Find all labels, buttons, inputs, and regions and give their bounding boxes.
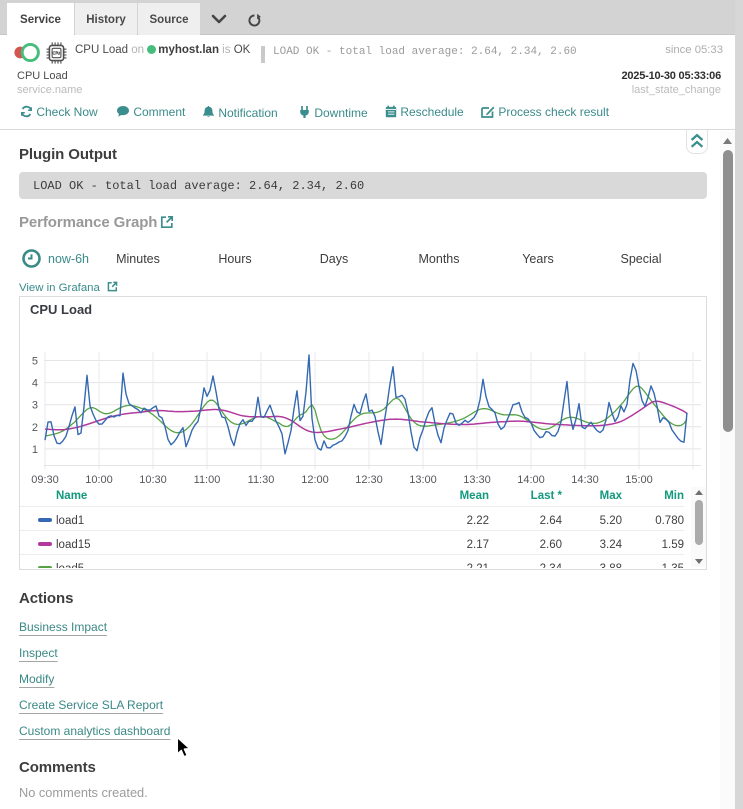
- svg-text:12:00: 12:00: [301, 474, 329, 486]
- svg-text:2: 2: [32, 422, 38, 434]
- svg-text:5: 5: [32, 356, 38, 368]
- svg-text:11:30: 11:30: [248, 474, 275, 486]
- svg-text:3: 3: [32, 400, 38, 412]
- svg-text:13:30: 13:30: [463, 474, 491, 486]
- svg-text:13:00: 13:00: [409, 474, 437, 486]
- svg-text:1: 1: [32, 444, 38, 456]
- svg-text:14:30: 14:30: [571, 474, 599, 486]
- svg-text:4: 4: [32, 378, 38, 390]
- svg-text:10:30: 10:30: [139, 474, 167, 486]
- svg-text:15:00: 15:00: [625, 474, 653, 486]
- svg-text:14:00: 14:00: [517, 474, 545, 486]
- svg-text:11:00: 11:00: [194, 474, 221, 486]
- svg-text:10:00: 10:00: [85, 474, 113, 486]
- svg-text:12:30: 12:30: [355, 474, 383, 486]
- svg-text:09:30: 09:30: [31, 474, 59, 486]
